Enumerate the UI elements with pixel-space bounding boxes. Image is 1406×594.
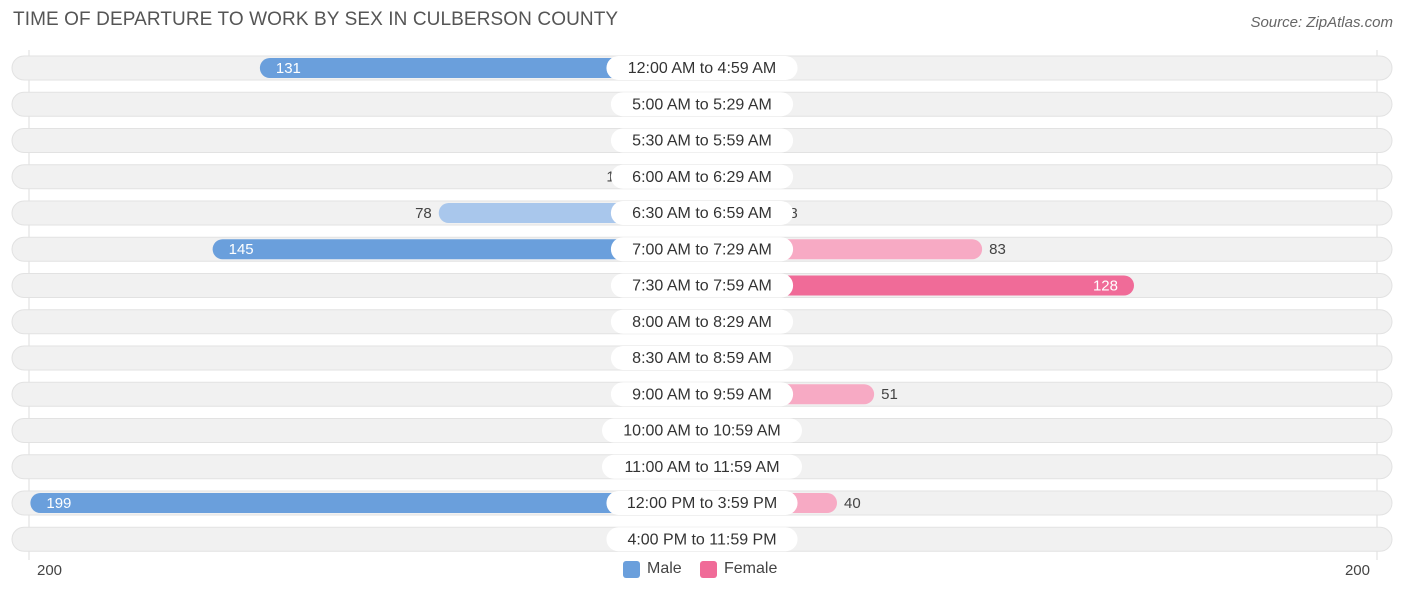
category-label: 6:00 AM to 6:29 AM [632,169,772,186]
category-label-pill [610,164,794,189]
axis-left-label: 200 [37,562,63,579]
category-label-pill [610,346,794,370]
category-label: 5:30 AM to 5:59 AM [632,133,772,150]
category-label: 7:00 AM to 7:29 AM [632,241,772,258]
category-label: 6:30 AM to 6:59 AM [632,205,772,222]
male-bar [212,239,702,260]
female-value-label: 51 [881,386,898,403]
legend-male-label: Male [647,560,682,577]
legend-male: Male [623,560,682,578]
male-value-label: 131 [276,60,301,77]
category-label: 4:00 PM to 11:59 PM [627,531,776,548]
legend-male-swatch [623,560,640,578]
category-label-pill [602,418,802,443]
female-bar [702,275,1134,296]
female-value-label: 83 [989,241,1006,258]
category-label: 9:00 AM to 9:59 AM [632,386,772,403]
female-value-label: 40 [844,495,861,512]
category-label-pill [610,128,794,153]
male-value-label: 145 [229,241,254,258]
category-label-pill [602,454,802,479]
male-value-label: 78 [415,205,432,222]
category-label: 5:00 AM to 5:29 AM [632,96,772,113]
legend-female-swatch [700,560,717,578]
category-label: 12:00 PM to 3:59 PM [627,495,777,512]
category-label: 8:00 AM to 8:29 AM [632,314,772,331]
category-label: 10:00 AM to 10:59 AM [623,423,780,440]
category-label-pill [606,527,798,552]
chart-source: Source: ZipAtlas.com [1250,14,1393,31]
category-label-pill [610,237,794,262]
category-label-pill [610,273,794,298]
legend-female-label: Female [724,560,778,577]
category-label: 8:30 AM to 8:59 AM [632,350,772,367]
female-value-label: 128 [1093,277,1118,294]
category-label-pill [606,56,798,80]
diverging-bar-chart: 131012:00 AM to 4:59 AM005:00 AM to 5:29… [11,50,1393,560]
category-label: 12:00 AM to 4:59 AM [628,60,777,77]
category-label-pill [610,382,794,407]
male-bar [259,58,702,78]
category-label-pill [606,491,798,515]
category-label: 11:00 AM to 11:59 AM [624,459,779,476]
male-value-label: 199 [46,495,71,512]
chart-title: TIME OF DEPARTURE TO WORK BY SEX IN CULB… [13,9,619,30]
category-label-pill [610,92,794,117]
male-bar [30,493,702,513]
legend-female: Female [700,560,777,578]
category-label-pill [610,309,794,334]
axis-right-label: 200 [1344,562,1370,579]
category-label: 7:30 AM to 7:59 AM [632,278,772,295]
category-label-pill [610,201,794,225]
